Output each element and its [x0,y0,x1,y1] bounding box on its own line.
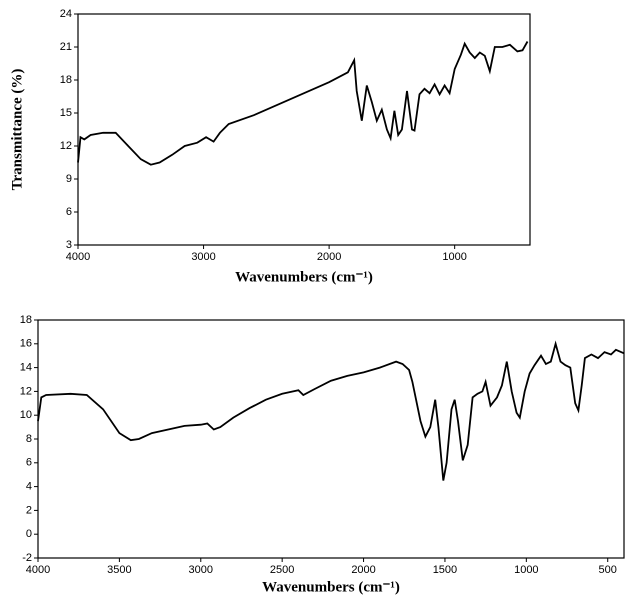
x-tick-label: 4000 [66,251,90,263]
y-tick-label: 6 [66,206,72,218]
y-tick-label: 2 [26,504,32,516]
y-tick-label: 18 [20,314,32,326]
y-tick-label: 24 [60,8,72,20]
y-tick-label: 18 [60,74,72,86]
plot-frame [37,319,625,559]
x-tick-label: 1500 [433,564,457,576]
y-tick-label: 12 [60,140,72,152]
spectrum-line [77,41,529,166]
x-tick-label: 500 [599,564,617,576]
y-tick-label: 6 [26,457,32,469]
x-tick-label: 2000 [317,251,341,263]
y-tick-label: 12 [20,385,32,397]
y-tick-label: 0 [26,528,32,540]
x-tick-label: 3500 [107,564,131,576]
x-axis-title: Wavenumbers (cm⁻¹) [262,579,400,595]
y-tick-label: -2 [22,552,32,564]
x-tick-label: 4000 [26,564,50,576]
x-tick-label: 1000 [442,251,466,263]
x-tick-label: 3000 [189,564,213,576]
plot-frame [77,13,531,246]
y-tick-label: 3 [66,239,72,251]
y-tick-label: 10 [20,409,32,421]
y-tick-label: 21 [60,41,72,53]
x-tick-label: 1000 [514,564,538,576]
y-tick-label: 8 [26,433,32,445]
x-tick-label: 2000 [351,564,375,576]
y-tick-label: 4 [26,481,32,493]
y-tick-label: 16 [20,338,32,350]
x-tick-label: 2500 [270,564,294,576]
y-tick-label: 14 [20,362,32,374]
x-tick-label: 3000 [191,251,215,263]
y-tick-label: 15 [60,107,72,119]
y-axis-title: Transmittance (%) [9,69,25,191]
spectrum-line [37,340,625,481]
y-tick-label: 9 [66,173,72,185]
x-axis-title: Wavenumbers (cm⁻¹) [235,269,373,285]
